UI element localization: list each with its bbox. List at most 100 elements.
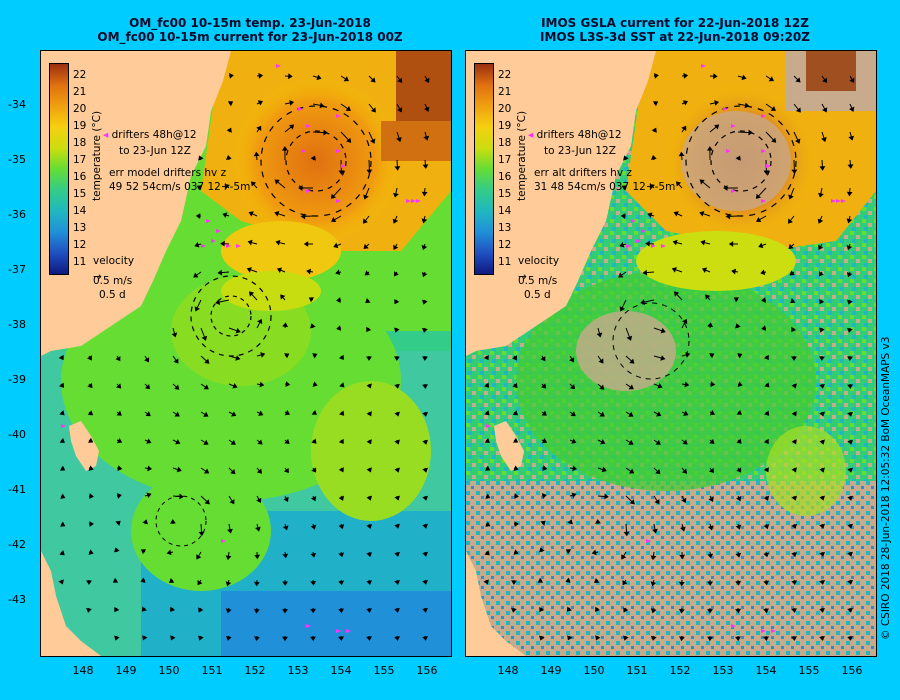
vector-head	[681, 497, 687, 503]
vector-head	[736, 438, 742, 444]
vector-head	[660, 355, 666, 361]
vector-head	[421, 218, 428, 224]
vector-head	[282, 636, 288, 642]
drifters-date: to 23-Jun 12Z	[544, 145, 616, 157]
vector-head	[146, 492, 152, 499]
vector-head	[539, 606, 545, 613]
latitude-tick-label: -34	[8, 98, 26, 111]
vector-head	[422, 551, 429, 557]
vector-head	[642, 269, 648, 276]
vector-head	[116, 437, 123, 444]
vector-head	[650, 581, 657, 587]
latitude-tick-label: -41	[8, 483, 26, 496]
vector-head	[394, 636, 400, 641]
vector-head	[735, 524, 742, 530]
vector-head	[289, 124, 295, 130]
colorbar-tick-label: 15	[73, 188, 87, 200]
vector-head	[115, 356, 121, 362]
vector-head	[673, 211, 679, 217]
longitude-tick-label: 153	[712, 664, 734, 677]
vector-head	[422, 467, 428, 473]
vector-head	[282, 581, 289, 586]
vector-head	[771, 137, 777, 143]
colorbar-tick-label: 19	[73, 120, 87, 132]
vector-head	[847, 356, 853, 361]
vector-head	[364, 270, 370, 276]
vector-head	[370, 107, 376, 113]
vector-head	[196, 554, 202, 560]
vector-head	[330, 193, 337, 199]
vector-head	[795, 138, 801, 144]
vector-head	[310, 155, 316, 161]
vector-head	[821, 136, 827, 143]
vector-head	[650, 555, 657, 561]
vector-head	[541, 383, 547, 389]
vector-head	[282, 525, 289, 531]
vector-head	[89, 521, 94, 527]
vector-head	[370, 77, 376, 83]
vector-head	[819, 383, 825, 389]
error-values: 31 48 54cm/s 037 12+-5m	[534, 181, 676, 193]
drifter-marker	[216, 229, 221, 233]
vector-head	[170, 635, 176, 641]
vector-head	[331, 217, 337, 223]
vector-head	[227, 101, 234, 107]
vector-head	[819, 439, 825, 445]
vector-head	[735, 636, 741, 642]
vector-head	[141, 606, 147, 612]
vector-head	[791, 608, 797, 613]
drifter-marker	[306, 124, 311, 128]
vector-head	[819, 467, 825, 473]
vector-head	[394, 608, 400, 613]
left-title-line2: OM_fc00 10-15m current for 23-Jun-2018 0…	[97, 30, 403, 44]
vector-head	[421, 327, 428, 333]
vector-head	[541, 437, 548, 444]
vector-head	[222, 212, 228, 218]
vector-head	[671, 267, 677, 273]
vector-head	[254, 636, 260, 642]
vector-head	[620, 213, 626, 219]
vector-head	[678, 151, 685, 157]
vector-head	[485, 493, 491, 499]
vector-head	[650, 155, 657, 160]
vector-head	[232, 383, 238, 389]
colorbar-title: temperature (°C)	[516, 110, 528, 201]
drifter-marker	[836, 199, 841, 203]
vector-head	[598, 358, 604, 364]
vector-head	[618, 272, 624, 278]
vector-head	[362, 218, 368, 224]
vector-head	[626, 335, 633, 341]
colorbar-tick-label: 16	[498, 171, 512, 183]
vector-head	[650, 608, 657, 614]
vector-head	[654, 73, 659, 79]
drifter-marker	[761, 149, 766, 153]
vector-head	[596, 332, 603, 338]
vector-head	[707, 609, 713, 614]
vector-head	[673, 291, 680, 297]
velocity-arrow-icon: →	[93, 271, 102, 283]
satellite-sst-map[interactable]: 22 21 20 19 18 17 16 15 14 13 12 11 temperature (°C…	[465, 50, 877, 657]
vector-head	[684, 381, 690, 388]
vector-head	[394, 327, 400, 333]
vector-head	[847, 579, 854, 585]
vector-head	[763, 438, 769, 445]
vector-head	[655, 411, 662, 417]
vector-head	[847, 495, 853, 501]
velocity-title: velocity	[93, 255, 135, 267]
vector-head	[847, 467, 853, 473]
colorbar-title: temperature (°C)	[91, 110, 103, 201]
vector-head	[628, 439, 634, 445]
model-temperature-map[interactable]: 22 21 20 19 18 17 16 15 14 13 12 11 temperature (°C…	[40, 50, 452, 657]
vector-head	[511, 580, 517, 585]
vector-head	[366, 169, 373, 175]
colorbar-tick-label: 12	[73, 239, 87, 251]
vector-head	[819, 271, 824, 277]
vector-head	[311, 409, 317, 415]
vector-head	[795, 77, 801, 83]
vector-head	[144, 384, 151, 390]
vector-head	[591, 549, 597, 556]
vector-head	[680, 526, 686, 532]
vector-head	[394, 551, 401, 557]
vector-head	[737, 353, 743, 359]
vector-head	[791, 356, 797, 361]
